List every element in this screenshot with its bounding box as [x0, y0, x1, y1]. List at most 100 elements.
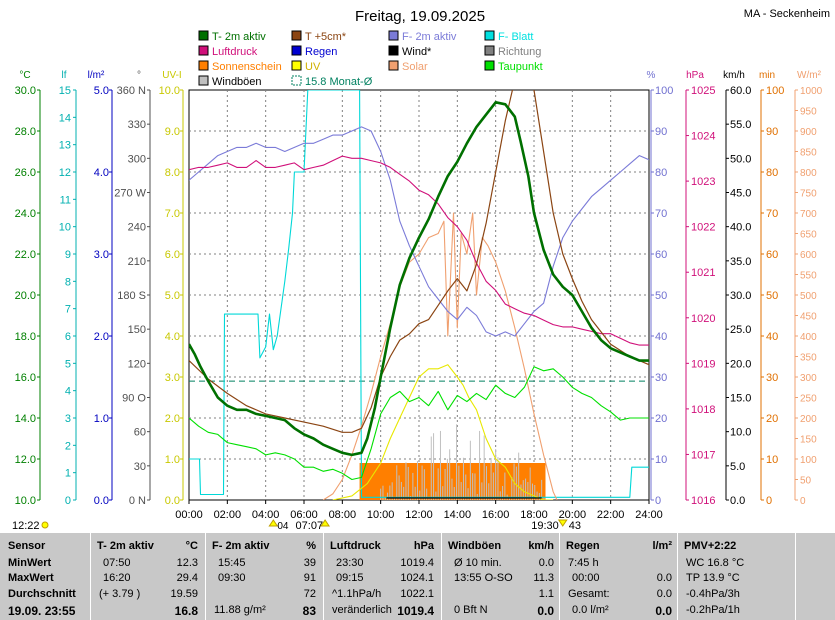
- axis-label-solar-5: 750: [800, 189, 817, 200]
- axis-label-wind-8: 20.0: [730, 358, 751, 370]
- statistics-panel: Sensor MinWert MaxWert Durchschnitt 19.0…: [0, 533, 835, 620]
- time-label-2: 04:00: [252, 509, 280, 521]
- time-label-9: 18:00: [520, 509, 548, 521]
- legend-swatch-9: [291, 60, 302, 71]
- axis-label-hum-10: 0: [655, 495, 661, 507]
- axis-label-rain-5: 0.0: [94, 495, 109, 507]
- axis-label-wind-2: 50.0: [730, 153, 751, 165]
- sunrise-marker: [320, 519, 331, 527]
- axis-label-wind-1: 55.0: [730, 119, 751, 131]
- axis-label-wind-11: 5.0: [730, 461, 745, 473]
- axis-label-wind-4: 40.0: [730, 222, 751, 234]
- legend-swatch-1: [291, 30, 302, 41]
- axis-label-solar-2: 900: [800, 127, 817, 138]
- axis-label-temp-8: 14.0: [15, 413, 36, 425]
- axis-label-uv-0: 10.0: [159, 85, 180, 97]
- axis-label-dir-2: 300: [128, 153, 146, 165]
- stats-press-unit: hPa: [413, 540, 434, 552]
- stats-row-max-label: MaxWert: [8, 572, 54, 584]
- axis-label-press-8: 1017: [691, 449, 715, 461]
- stats-hum-max-time: 09:30: [218, 572, 246, 584]
- stats-press-1h: -0.2hPa/1h: [686, 604, 740, 616]
- axis-label-press-5: 1020: [691, 313, 715, 325]
- stats-dewpoint: TP 13.9 °C: [686, 572, 740, 584]
- stats-press-trend: ^1.1hPa/h: [332, 588, 382, 600]
- axis-label-press-6: 1019: [691, 358, 715, 370]
- stats-wind-max-value: 11.3: [533, 572, 554, 584]
- axis-label-uv-4: 6.0: [165, 249, 180, 261]
- axis-label-uv-2: 8.0: [165, 167, 180, 179]
- axis-label-hum-5: 50: [655, 290, 667, 302]
- stats-hum-min-value: 39: [303, 557, 316, 569]
- axis-label-solar-14: 300: [800, 373, 817, 384]
- stats-press-tendency: veränderlich: [332, 604, 392, 616]
- axis-label-solar-8: 600: [800, 250, 817, 261]
- axis-label-solar-13: 350: [800, 353, 817, 364]
- axis-label-hum-4: 60: [655, 249, 667, 261]
- series-line-f-blatt: [189, 90, 649, 498]
- axis-label-dir-7: 150: [128, 324, 146, 336]
- stats-temp-max-time: 16:20: [103, 572, 131, 584]
- axis-label-solar-17: 150: [800, 435, 817, 446]
- axis-label-wind-5: 35.0: [730, 256, 751, 268]
- axis-label-solar-20: 0: [800, 496, 806, 507]
- axis-label-min-8: 20: [766, 413, 778, 425]
- legend-label-7: Richtung: [498, 46, 541, 58]
- stats-temp-max-value: 29.4: [176, 572, 198, 584]
- sunset-marker: [557, 519, 568, 527]
- time-label-11: 22:00: [597, 509, 625, 521]
- stats-temp-header: T- 2m aktiv: [97, 540, 154, 552]
- legend-swatch-10: [388, 60, 399, 71]
- axis-label-solar-18: 100: [800, 455, 817, 466]
- axis-unit-press: hPa: [686, 70, 704, 81]
- stats-rain-unit: l/m²: [652, 540, 672, 552]
- axis-label-blatt-9: 6: [65, 331, 71, 343]
- axis-label-rain-3: 2.0: [94, 331, 109, 343]
- stats-rain-header: Regen: [566, 540, 600, 552]
- stats-hum-max-value: 91: [303, 572, 316, 584]
- stats-temp-current: 16.8: [174, 604, 198, 618]
- axis-label-dir-0: 360 N: [117, 85, 146, 97]
- time-label-5: 10:00: [367, 509, 395, 521]
- stats-pmv-header: PMV+2:22: [684, 540, 737, 552]
- legend-label-3: F- Blatt: [498, 31, 533, 43]
- axis-label-solar-6: 700: [800, 209, 817, 220]
- legend-label-12: Windböen: [212, 76, 262, 88]
- stats-temp-avg-note: (+ 3.79 ): [99, 588, 141, 600]
- axis-label-temp-10: 10.0: [15, 495, 36, 507]
- stats-wind-avg-value: 1.1: [538, 588, 554, 600]
- axis-label-rain-1: 4.0: [94, 167, 109, 179]
- stats-wind-bft: 0 Bft N: [454, 604, 488, 616]
- time-label-8: 16:00: [482, 509, 510, 521]
- time-label-10: 20:00: [559, 509, 587, 521]
- axis-label-hum-2: 80: [655, 167, 667, 179]
- axis-label-uv-8: 2.0: [165, 413, 180, 425]
- axis-unit-uv: UV-I: [162, 70, 181, 81]
- axis-label-temp-0: 30.0: [15, 85, 36, 97]
- stats-windchill: WC 16.8 °C: [686, 557, 745, 569]
- axis-label-dir-8: 120: [128, 358, 146, 370]
- series-line-uv: [332, 364, 554, 500]
- axis-label-uv-10: 0.0: [165, 495, 180, 507]
- stats-wind-column: Windböen km/h Ø 10 min. 0.0 13:55 O-SO 1…: [441, 533, 560, 620]
- legend-label-1: T +5cm*: [305, 31, 347, 43]
- stats-rain-duration: 7:45 h: [568, 557, 599, 569]
- legend-swatch-0: [198, 30, 209, 41]
- axis-label-hum-1: 90: [655, 126, 667, 138]
- axis-label-blatt-15: 0: [65, 495, 71, 507]
- series-line-t-2m-aktiv: [189, 101, 649, 457]
- stats-press-max-time: 09:15: [336, 572, 364, 584]
- axis-unit-solar: W/m²: [797, 70, 822, 81]
- time-label-12: 24:00: [635, 509, 663, 521]
- stats-wind-current: 0.0: [537, 604, 554, 618]
- axis-label-press-3: 1022: [691, 222, 715, 234]
- moon-time-label: 12:22: [12, 520, 40, 532]
- stats-temp-min-time: 07:50: [103, 557, 131, 569]
- axis-label-uv-6: 4.0: [165, 331, 180, 343]
- axis-unit-temp: °C: [19, 70, 30, 81]
- axis-label-hum-0: 100: [655, 85, 673, 97]
- stats-spacer: [795, 533, 835, 620]
- stats-press-min-value: 1019.4: [400, 557, 434, 569]
- stats-hum-current: 83: [302, 604, 316, 618]
- axis-label-press-9: 1016: [691, 495, 715, 507]
